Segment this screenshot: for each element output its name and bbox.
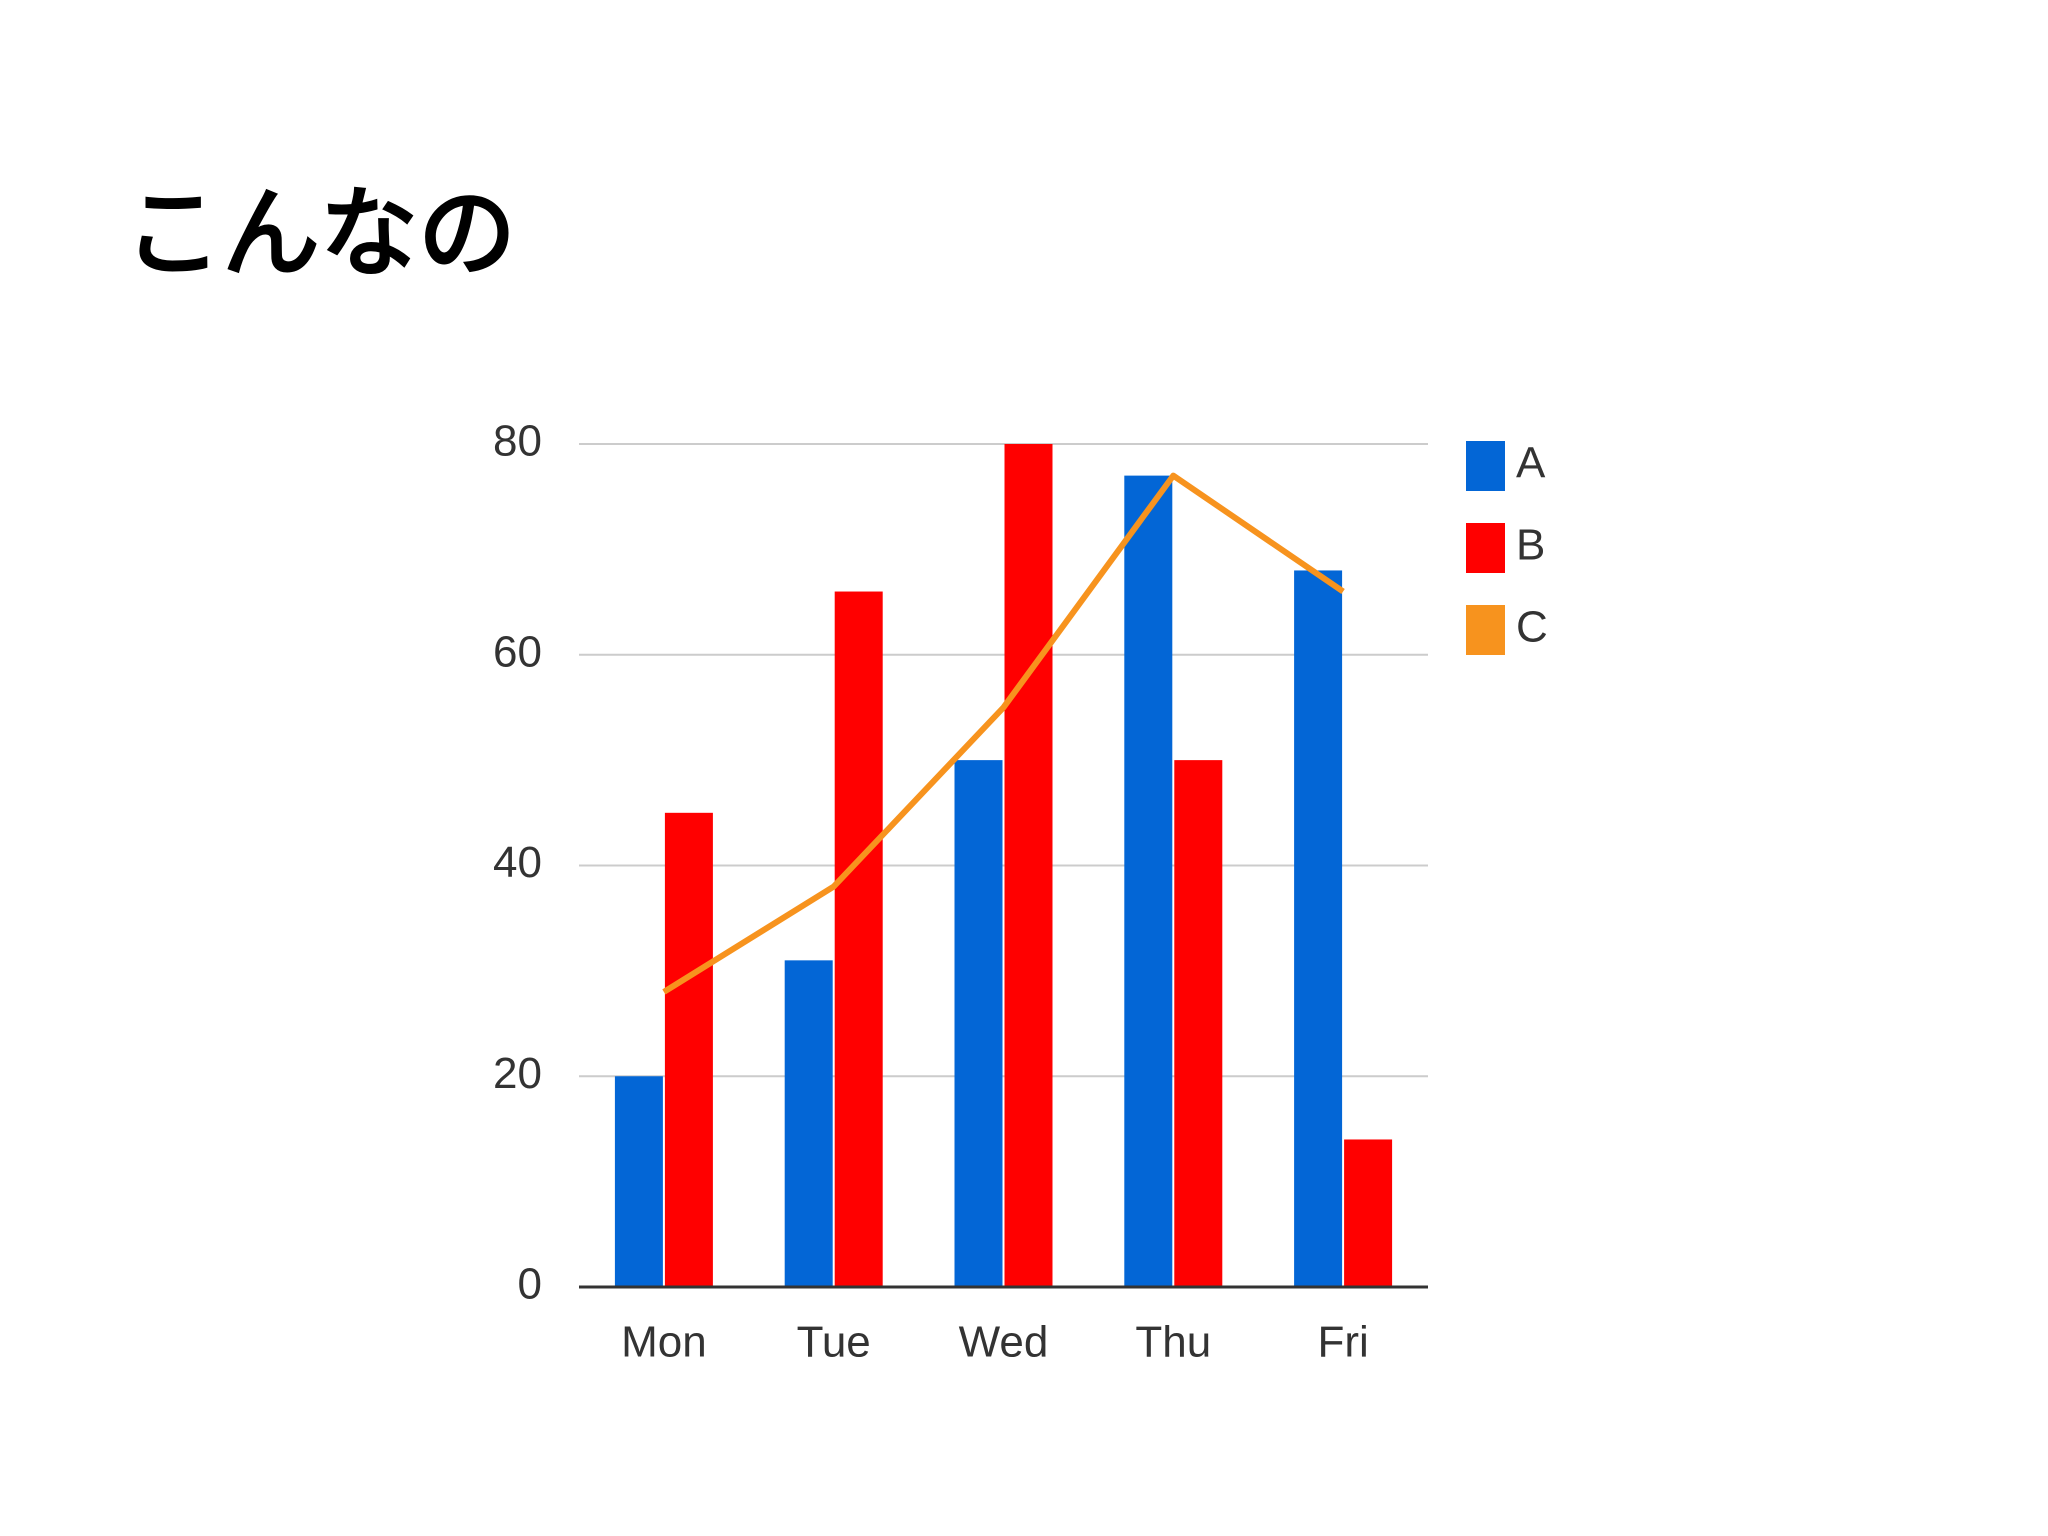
y-tick-label: 40 (493, 838, 542, 887)
bar (614, 1076, 663, 1287)
x-tick-label: Tue (797, 1318, 871, 1367)
bar (664, 812, 713, 1287)
legend-label: B (1516, 521, 1545, 570)
x-tick-label: Mon (621, 1318, 707, 1367)
legend-swatch (1466, 523, 1505, 573)
slide-title: こんなの (124, 177, 516, 291)
bar (1294, 570, 1343, 1287)
x-tick-label: Wed (959, 1318, 1049, 1367)
legend-swatch (1466, 605, 1505, 655)
bar (1174, 760, 1223, 1287)
bar (1344, 1139, 1393, 1287)
bar (834, 591, 883, 1287)
x-tick-label: Fri (1317, 1318, 1368, 1367)
bar (784, 960, 833, 1287)
bar (1004, 444, 1053, 1287)
line (662, 472, 1345, 995)
y-tick-label: 60 (493, 627, 542, 676)
legend-label: C (1516, 603, 1548, 652)
x-tick-label: Thu (1135, 1318, 1211, 1367)
y-tick-label: 80 (493, 417, 542, 466)
y-tick-label: 0 (518, 1260, 542, 1309)
y-tick-label: 20 (493, 1049, 542, 1098)
bar (954, 760, 1003, 1287)
bar (1124, 475, 1173, 1287)
legend-label: A (1516, 439, 1546, 488)
legend-swatch (1466, 441, 1505, 491)
